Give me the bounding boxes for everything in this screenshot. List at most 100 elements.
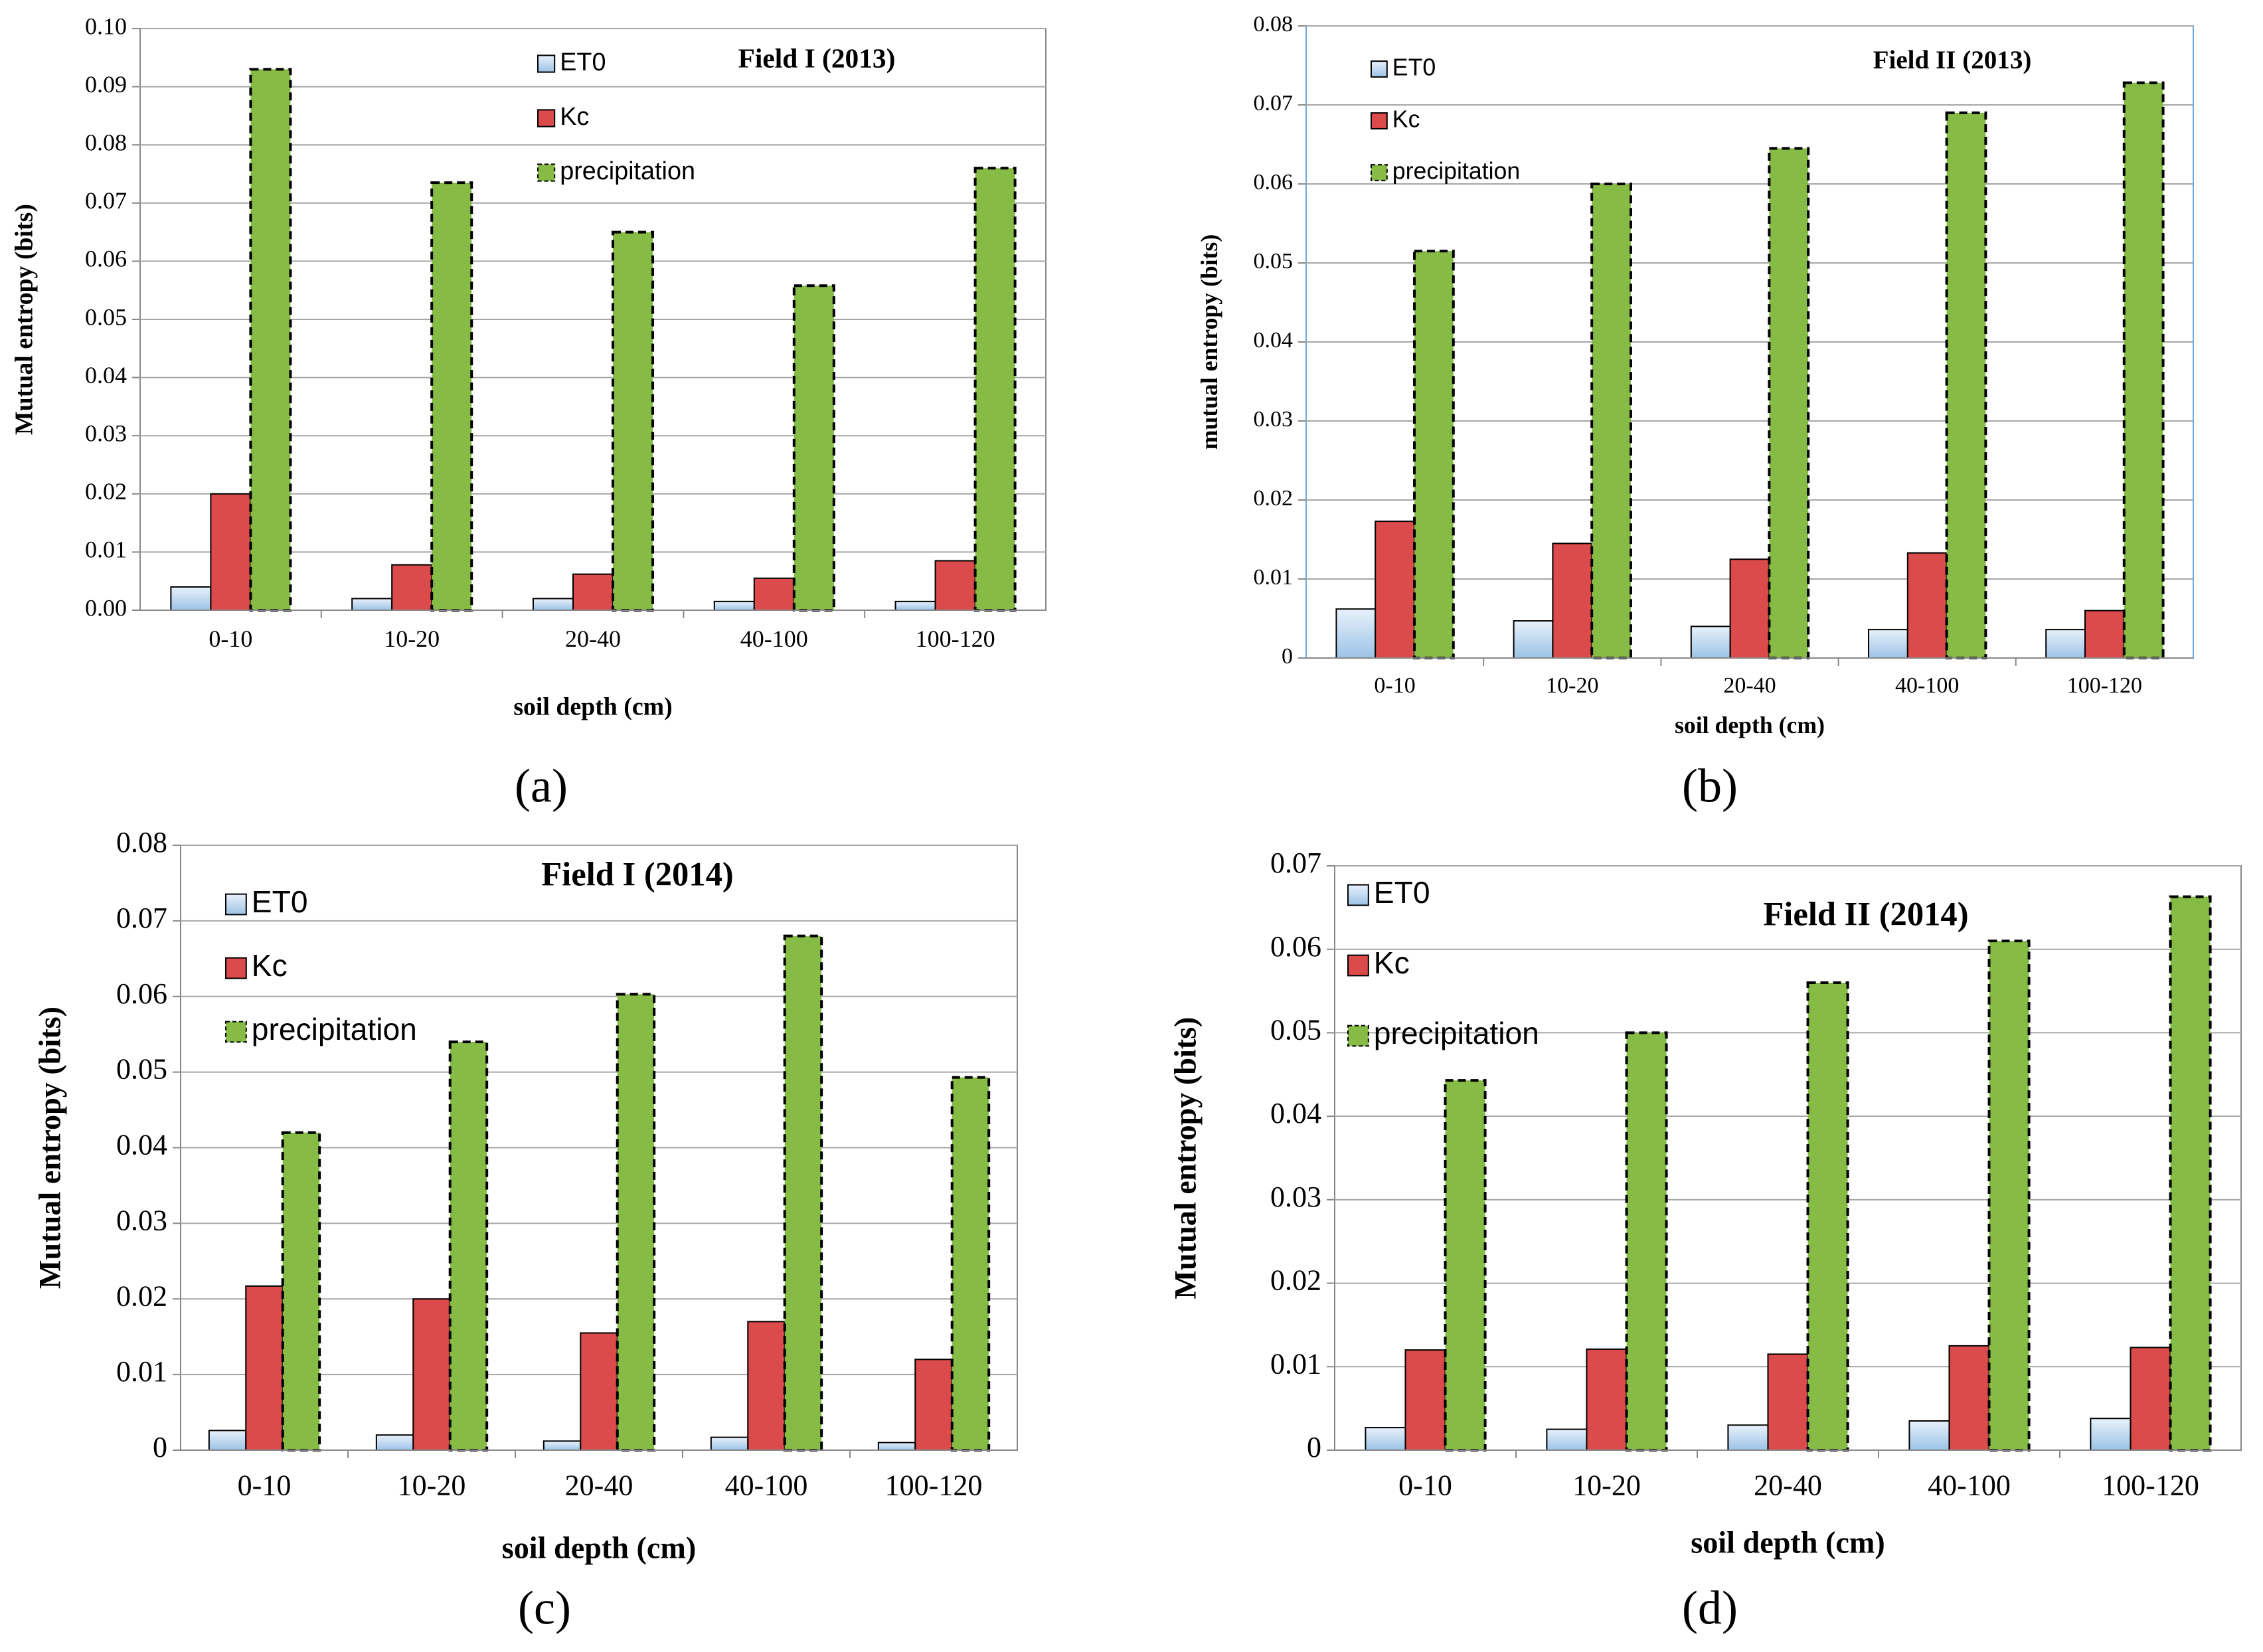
y-axis-label: Mutual entropy (bits) [11, 204, 39, 435]
bar [430, 181, 473, 612]
bar [1586, 1348, 1628, 1451]
legend-label: ET0 [1392, 54, 1436, 80]
x-axis-line [181, 1449, 1017, 1451]
bar [2045, 629, 2086, 659]
legend-swatch [1347, 954, 1369, 977]
legend-swatch [225, 893, 247, 916]
y-tick-label: 0 [1307, 1431, 1321, 1463]
x-tick-label: 40-100 [1928, 1469, 2011, 1501]
y-tick-label: 0.03 [1254, 407, 1294, 432]
bar [391, 564, 433, 611]
bar [710, 1436, 749, 1451]
bar [245, 1285, 284, 1451]
bar [448, 1040, 489, 1451]
y-tick-label: 0.07 [1254, 91, 1294, 116]
bar [1868, 629, 1908, 659]
x-tick-label: 20-40 [565, 1469, 633, 1501]
legend-swatch [225, 957, 247, 979]
legend-label: ET0 [560, 48, 606, 76]
bar [281, 1131, 321, 1451]
panel-label: (b) [1682, 760, 1738, 813]
bar [1513, 620, 1554, 659]
y-tick-label: 0.03 [85, 420, 127, 446]
bar [1948, 1345, 1990, 1451]
x-tick-label: 0-10 [238, 1469, 292, 1501]
legend-swatch [1371, 60, 1388, 78]
bar [792, 284, 835, 612]
x-axis-label: soil depth (cm) [513, 693, 672, 721]
bar [412, 1298, 451, 1451]
x-axis-label: soil depth (cm) [1675, 712, 1825, 738]
bar [2084, 610, 2125, 659]
bar [1546, 1428, 1588, 1451]
legend-label: Kc [1392, 106, 1420, 132]
y-axis-label: Mutual entropy (bits) [1169, 1017, 1203, 1299]
legend-label: ET0 [1374, 875, 1430, 910]
y-tick-label: 0.02 [85, 478, 127, 505]
x-axis-line [1335, 1449, 2241, 1451]
legend-swatch [537, 109, 556, 127]
legend-swatch [537, 163, 556, 182]
bar [170, 586, 212, 612]
bar [1444, 1079, 1487, 1451]
bar [1729, 558, 1770, 659]
y-tick-label: 0.08 [1254, 12, 1294, 37]
y-tick-label: 0.10 [85, 13, 127, 39]
bar [973, 167, 1017, 612]
legend-label: precipitation [252, 1012, 417, 1046]
bar [1335, 608, 1377, 659]
y-tick-label: 0.04 [1270, 1097, 1321, 1129]
chart-title: Field I (2014) [541, 856, 733, 893]
x-tick-label: 10-20 [1546, 673, 1598, 698]
legend-label: Kc [1374, 946, 1410, 980]
x-tick-label: 100-120 [2067, 673, 2142, 698]
x-tick-label: 20-40 [1754, 1469, 1822, 1501]
bar [1806, 981, 1849, 1451]
bar [753, 577, 795, 612]
bar [1590, 183, 1632, 659]
bar [572, 573, 614, 611]
chart-title: Field II (2014) [1763, 896, 1968, 933]
y-tick-label: 0.06 [1270, 930, 1321, 963]
y-tick-label: 0.06 [85, 246, 127, 272]
bar [2122, 81, 2165, 660]
y-tick-label: 0.05 [116, 1053, 167, 1086]
bar [783, 934, 823, 1451]
chart-title: Field I (2013) [738, 43, 896, 74]
bar [1365, 1427, 1406, 1451]
x-tick-label: 0-10 [1374, 673, 1415, 698]
y-tick-label: 0.06 [116, 977, 167, 1010]
x-axis-label: soil depth (cm) [1691, 1526, 1885, 1560]
legend-label: precipitation [1374, 1016, 1539, 1050]
bar [713, 600, 755, 611]
x-axis-line [140, 610, 1046, 611]
bar [532, 598, 574, 611]
y-tick-label: 0.04 [85, 362, 127, 388]
y-tick-label: 0.04 [1254, 328, 1294, 353]
x-tick-label: 20-40 [565, 625, 621, 652]
bar [1987, 940, 2031, 1451]
y-tick-label: 0.03 [1270, 1181, 1321, 1213]
x-axis-line [1306, 657, 2193, 659]
x-tick-label: 10-20 [384, 625, 440, 652]
bar [2169, 895, 2212, 1451]
legend-label: Kc [252, 948, 288, 983]
y-tick-label: 0.02 [1254, 486, 1294, 511]
x-tick-label: 10-20 [1572, 1469, 1641, 1501]
y-tick-label: 0.02 [1270, 1264, 1321, 1297]
bar [747, 1321, 786, 1451]
bar [249, 68, 292, 612]
bar [543, 1440, 582, 1451]
y-tick-label: 0.00 [85, 594, 127, 621]
bar [1412, 250, 1455, 659]
bar [616, 993, 656, 1451]
x-tick-label: 0-10 [1398, 1469, 1452, 1501]
y-tick-label: 0.01 [116, 1355, 167, 1388]
y-tick-label: 0.05 [1270, 1014, 1321, 1046]
bar [1404, 1349, 1446, 1451]
bar [1690, 625, 1731, 659]
y-axis-label: mutual entropy (bits) [1196, 234, 1222, 450]
panel-label: (a) [515, 760, 568, 813]
x-tick-label: 40-100 [740, 625, 808, 652]
